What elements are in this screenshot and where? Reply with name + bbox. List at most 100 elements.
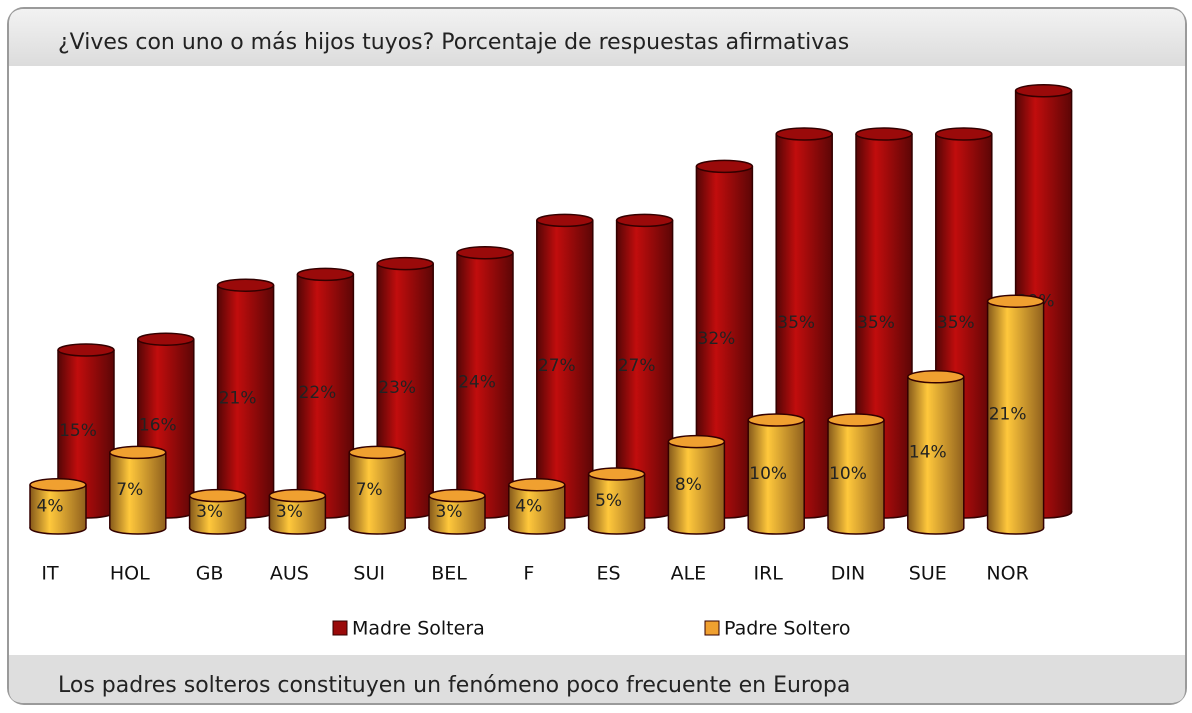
data-label: 35% — [937, 313, 975, 333]
data-label: 15% — [59, 421, 97, 441]
bar-top — [428, 488, 486, 503]
bar-top — [29, 478, 87, 492]
bar-top — [827, 413, 885, 427]
bar-outline — [986, 301, 1045, 528]
caption: Los padres solteros constituyen un fenóm… — [58, 673, 850, 698]
bar-top — [587, 467, 646, 481]
bar — [828, 420, 884, 528]
header — [9, 9, 1185, 66]
x-tick-label: IT — [41, 563, 59, 585]
data-label: 27% — [618, 356, 656, 376]
chart-title: ¿Vives con uno o más hijos tuyos? Porcen… — [58, 30, 849, 55]
data-label: 3% — [436, 502, 463, 522]
bar-outline — [907, 376, 965, 528]
data-label: 7% — [116, 480, 143, 500]
bar — [297, 274, 354, 512]
bar — [508, 484, 565, 528]
data-label: 32% — [698, 329, 736, 349]
data-label: 4% — [515, 496, 542, 516]
data-label: 22% — [299, 383, 337, 403]
bar-top — [376, 256, 434, 271]
bar-top — [667, 434, 726, 449]
legend-swatch — [332, 620, 348, 636]
bar-outline — [587, 474, 646, 528]
data-label: 7% — [356, 480, 383, 500]
x-tick-label: ALE — [671, 563, 707, 585]
bar-top — [1014, 84, 1073, 98]
bar — [30, 484, 86, 528]
x-tick-label: GB — [196, 563, 224, 585]
data-label: 21% — [989, 405, 1027, 425]
bar-top — [536, 213, 594, 228]
bar-top — [109, 445, 167, 460]
bar-top — [986, 294, 1045, 308]
bar-outline — [268, 495, 327, 528]
bar-outline — [508, 484, 566, 528]
data-label: 24% — [458, 372, 496, 392]
bar — [987, 301, 1044, 528]
bar-top — [907, 370, 965, 384]
bar-outline — [348, 452, 406, 528]
bar-outline — [188, 495, 247, 528]
footer — [9, 655, 1185, 703]
bar — [907, 376, 964, 528]
bar-outline — [456, 252, 514, 512]
bar — [349, 452, 406, 528]
x-tick-label: AUS — [270, 563, 309, 585]
x-tick-label: NOR — [986, 563, 1028, 585]
data-label: 3% — [196, 502, 223, 522]
bar — [457, 252, 513, 513]
bar-top — [508, 478, 566, 492]
bar-top — [188, 488, 247, 503]
data-label: 35% — [857, 313, 895, 333]
legend-label: Madre Soltera — [352, 618, 485, 640]
bar-outline — [667, 441, 726, 528]
bar — [536, 220, 593, 512]
legend-label: Padre Soltero — [724, 618, 851, 640]
bar-top — [456, 246, 514, 260]
data-label: 3% — [276, 502, 303, 522]
bar-outline — [747, 420, 805, 528]
bar-top — [747, 413, 805, 427]
bar — [588, 474, 645, 528]
bar-top — [615, 213, 674, 228]
bar-outline — [428, 495, 486, 528]
bar-top — [348, 445, 406, 460]
bar-top — [216, 278, 275, 292]
bar — [109, 452, 166, 528]
bar-outline — [216, 285, 275, 512]
x-tick-label: DIN — [831, 563, 865, 585]
x-tick-label: HOL — [110, 563, 150, 585]
x-tick-label: ES — [597, 563, 621, 585]
bar-outline — [827, 420, 885, 528]
bar — [217, 285, 274, 512]
bar-top — [296, 267, 355, 282]
data-label: 8% — [675, 475, 702, 495]
data-label: 21% — [219, 389, 257, 409]
data-label: 35% — [777, 313, 815, 333]
data-label: 10% — [829, 464, 867, 484]
x-tick-label: BEL — [431, 563, 467, 585]
bar-top — [695, 159, 754, 174]
data-label: 16% — [139, 416, 177, 436]
bar-outline — [109, 452, 167, 528]
x-tick-label: F — [523, 563, 534, 585]
bar-top — [268, 488, 327, 503]
bar-top — [137, 332, 195, 346]
bar-outline — [536, 220, 594, 512]
data-label: 14% — [909, 442, 947, 462]
x-tick-label: IRL — [754, 563, 784, 585]
bar — [616, 220, 673, 512]
data-label: 23% — [378, 378, 416, 398]
data-label: 10% — [749, 464, 787, 484]
data-label: 4% — [37, 496, 64, 516]
x-tick-label: SUE — [909, 563, 947, 585]
bar-outline — [29, 484, 87, 528]
legend-swatch — [704, 620, 720, 636]
bar-top — [57, 343, 115, 357]
x-tick-label: SUI — [353, 563, 385, 585]
data-label: 27% — [538, 356, 576, 376]
bar — [748, 420, 805, 528]
bar-top — [855, 127, 913, 141]
